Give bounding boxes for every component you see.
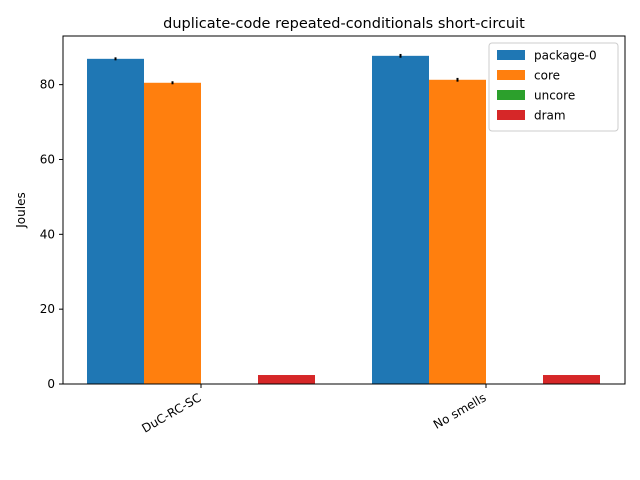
chart-title: duplicate-code repeated-conditionals sho… — [163, 16, 525, 32]
bar-core-2 — [429, 79, 486, 385]
legend-box — [488, 42, 619, 132]
y-tick-label: 0 — [47, 377, 55, 391]
bar-package-0-2 — [372, 55, 429, 385]
bar-package-0-1 — [87, 58, 144, 384]
legend: package-0 core uncore dram — [488, 42, 619, 132]
legend-swatch-dram — [497, 110, 525, 120]
error-bars-layer — [114, 53, 459, 85]
legend-label-dram: dram — [534, 109, 566, 123]
legend-label-core: core — [534, 69, 560, 83]
legend-swatch-package-0 — [497, 50, 525, 60]
y-tick-label: 40 — [40, 227, 55, 241]
bar-core-1 — [144, 82, 201, 384]
y-tick-label: 60 — [40, 152, 55, 166]
x-axis: DuC-RC-SC No smells — [139, 384, 489, 436]
y-axis-label: Joules — [14, 192, 28, 228]
legend-swatch-core — [497, 70, 525, 80]
y-tick-label: 80 — [40, 78, 55, 92]
bar-dram-1 — [258, 375, 315, 384]
bar-dram-2 — [543, 375, 600, 384]
x-tick-label: DuC-RC-SC — [139, 390, 203, 435]
y-axis: 0 20 40 60 80 — [40, 78, 63, 391]
legend-label-uncore: uncore — [534, 89, 575, 103]
y-tick-label: 20 — [40, 302, 55, 316]
legend-label-package-0: package-0 — [534, 49, 597, 63]
legend-swatch-uncore — [497, 90, 525, 100]
plot-frame — [62, 35, 626, 385]
x-tick-label: No smells — [431, 390, 489, 431]
bars-layer — [87, 55, 600, 385]
